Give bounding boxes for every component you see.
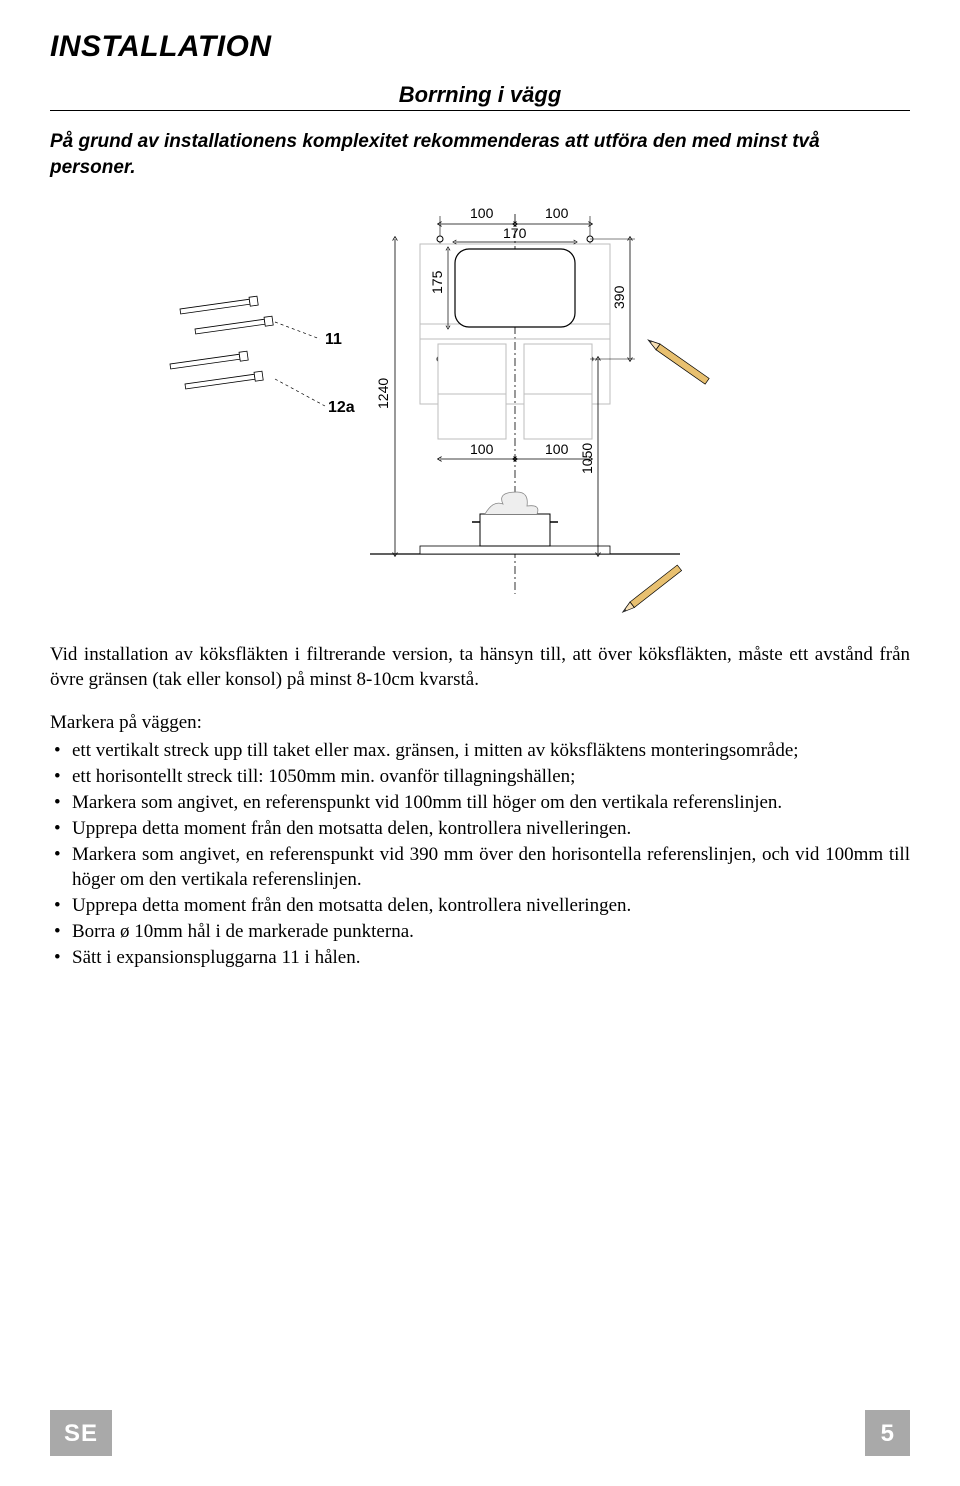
list-item: Borra ø 10mm hål i de markerade punktern…	[50, 919, 910, 944]
list-item: Upprepa detta moment från den motsatta d…	[50, 816, 910, 841]
subheading: Borrning i vägg	[399, 82, 562, 107]
dim-box-w: 170	[503, 225, 527, 241]
part-label-screws: 11	[325, 331, 342, 348]
subheading-container: Borrning i vägg	[50, 82, 910, 111]
dim-bottom-right: 100	[545, 441, 569, 457]
language-badge: SE	[50, 1410, 112, 1456]
part-label-plugs: 12a	[328, 399, 355, 416]
installation-diagram: 100 100 170 175 100 100 1240	[50, 194, 910, 614]
page-footer: SE 5	[50, 1410, 910, 1456]
screws-icon	[170, 296, 273, 391]
list-item: Markera som angivet, en referenspunkt vi…	[50, 842, 910, 892]
list-item: ett horisontellt streck till: 1050mm min…	[50, 764, 910, 789]
pot-icon	[472, 492, 558, 546]
dim-right-upper: 390	[611, 286, 627, 310]
list-item: Sätt i expansionspluggarna 11 i hålen.	[50, 945, 910, 970]
dim-box-h: 175	[429, 271, 445, 295]
pencil-icon	[646, 337, 709, 384]
body-paragraph: Vid installation av köksfläkten i filtre…	[50, 642, 910, 692]
dim-bottom-left: 100	[470, 441, 494, 457]
diagram-svg: 100 100 170 175 100 100 1240	[120, 194, 840, 614]
list-item: Markera som angivet, en referenspunkt vi…	[50, 790, 910, 815]
intro-text: På grund av installationens komplexitet …	[50, 129, 910, 180]
bullet-list: ett vertikalt streck upp till taket elle…	[50, 738, 910, 971]
page-title: INSTALLATION	[50, 30, 910, 64]
list-item: Upprepa detta moment från den motsatta d…	[50, 893, 910, 918]
page-number: 5	[865, 1410, 910, 1456]
dim-left-height: 1240	[375, 378, 391, 409]
dim-right-lower: 1050	[579, 443, 595, 474]
list-intro: Markera på väggen:	[50, 710, 910, 735]
pencil-icon	[621, 565, 682, 614]
dim-top-right: 100	[545, 205, 569, 221]
dim-top-left: 100	[470, 205, 494, 221]
list-item: ett vertikalt streck upp till taket elle…	[50, 738, 910, 763]
